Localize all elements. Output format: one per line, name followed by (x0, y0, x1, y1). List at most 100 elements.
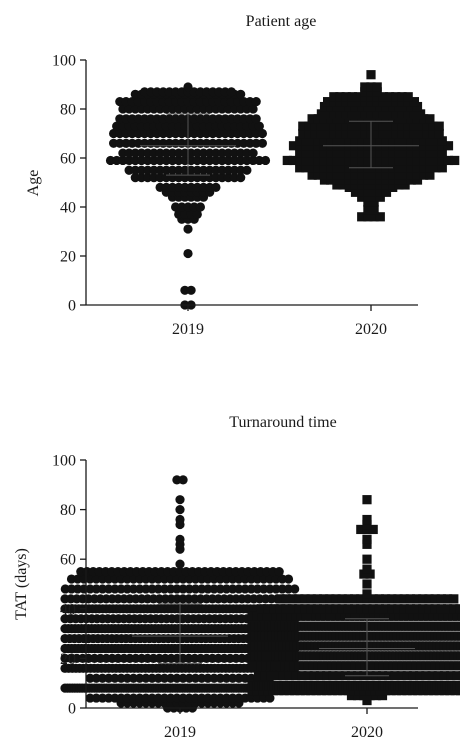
data-point-2020-square (332, 101, 342, 112)
data-point-2020-square (354, 128, 364, 139)
data-point-2020-square (286, 611, 296, 621)
data-point-2020-square (335, 92, 345, 102)
data-point-2020-square (408, 611, 419, 621)
data-point-2020-square (369, 114, 379, 124)
data-point-2020-square (284, 686, 295, 696)
data-point-2020-square (296, 611, 306, 621)
data-point-2019-circle (183, 248, 193, 259)
data-point-2020-square (338, 101, 348, 112)
data-point-2020-square (378, 97, 388, 107)
data-point-2020-square (252, 686, 262, 696)
data-point-2020-square (406, 175, 416, 185)
data-point-2019-circle (290, 584, 300, 594)
data-point-2020-square (360, 82, 370, 92)
data-point-2020-square (344, 180, 354, 190)
y-tick-label: 40 (60, 200, 76, 217)
data-point-2020-square (391, 128, 401, 139)
data-point-2020-square (357, 155, 367, 166)
data-point-2020-square (281, 594, 291, 604)
data-point-2020-square (258, 686, 268, 696)
data-point-2020-square (360, 121, 370, 131)
data-point-2020-square (362, 539, 372, 549)
data-point-2020-square (444, 661, 454, 671)
data-point-2020-square (422, 128, 432, 139)
data-point-2020-square (364, 661, 374, 671)
data-point-2020-square (326, 148, 336, 158)
data-point-2020-square (411, 661, 421, 671)
data-point-2020-square (332, 175, 342, 185)
data-point-2019-circle (251, 114, 261, 124)
data-point-2020-square (421, 671, 431, 681)
data-point-2020-square (311, 686, 321, 696)
data-point-2020-square (263, 604, 273, 614)
data-point-2020-square (304, 121, 314, 131)
data-point-2020-square (360, 109, 370, 119)
patient-age-axes: 0 20 40 60 80 100 2019 2020 (52, 53, 418, 338)
data-point-2020-square (443, 141, 454, 151)
data-point-2020-square (446, 671, 456, 681)
data-point-2019-circle (178, 475, 188, 485)
data-point-2020-square (360, 92, 370, 102)
data-point-2020-square (300, 594, 310, 604)
data-point-2020-square (423, 686, 434, 696)
data-point-2020-square (344, 114, 354, 124)
data-point-2020-square (320, 611, 330, 621)
data-point-2020-square (394, 148, 404, 158)
turnaround-time-data-points (60, 475, 460, 713)
data-point-2020-square (301, 611, 311, 621)
data-point-2020-square (316, 109, 326, 119)
data-point-2020-square (375, 136, 385, 146)
data-point-2020-square (439, 686, 450, 696)
data-point-2020-square (381, 148, 392, 158)
data-point-2020-square (363, 187, 373, 197)
data-point-2020-square (326, 101, 336, 112)
data-point-2020-square (356, 594, 366, 604)
data-point-2020-square (433, 671, 443, 681)
data-point-2020-square (350, 155, 361, 166)
data-point-2020-square (453, 661, 460, 671)
turnaround-time-panel: Turnaround time TAT (days) 0 20 40 60 80 100 2… (13, 414, 460, 741)
data-point-2020-square (346, 691, 357, 701)
data-point-2020-square (331, 604, 341, 614)
data-point-2020-square (313, 148, 323, 158)
data-point-2020-square (403, 128, 413, 139)
data-point-2020-square (280, 661, 290, 671)
data-point-2020-square (247, 686, 257, 696)
data-point-2020-square (307, 170, 317, 180)
data-point-2020-square (406, 101, 416, 112)
data-point-2020-square (399, 594, 409, 604)
data-point-2020-square (353, 691, 363, 701)
data-point-2020-square (363, 204, 373, 215)
data-point-2020-square (315, 671, 326, 681)
data-point-2020-square (310, 121, 320, 131)
data-point-2020-square (365, 569, 375, 579)
data-point-2020-square (416, 109, 426, 119)
data-point-2020-square (329, 128, 339, 139)
data-point-2020-square (341, 92, 351, 102)
data-point-2020-square (400, 170, 410, 180)
data-point-2020-square (365, 691, 375, 701)
data-point-2020-square (399, 604, 409, 614)
data-point-2020-square (397, 109, 407, 119)
data-point-2020-square (331, 594, 341, 604)
data-point-2020-square (350, 661, 360, 671)
data-point-2019-circle (283, 574, 294, 584)
data-point-2020-square (372, 87, 382, 97)
data-point-2020-square (431, 141, 441, 151)
data-point-2020-square (329, 97, 339, 107)
data-point-2020-square (332, 148, 342, 158)
data-point-2020-square (391, 686, 402, 696)
data-point-2020-square (454, 621, 460, 631)
data-point-2020-square (363, 170, 373, 180)
data-point-2020-square (335, 109, 345, 119)
data-point-2020-square (325, 594, 335, 604)
data-point-2020-square (291, 611, 301, 621)
data-point-2020-square (337, 604, 347, 614)
data-point-2020-square (323, 97, 333, 107)
data-point-2020-square (354, 686, 364, 696)
data-point-2020-square (266, 671, 276, 681)
y-tick-label: 60 (60, 151, 76, 168)
data-point-2019-circle (192, 209, 202, 219)
data-point-2020-square (449, 604, 459, 614)
data-point-2020-square (362, 564, 372, 574)
